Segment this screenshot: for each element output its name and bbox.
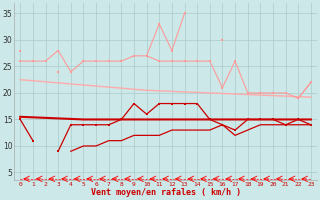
X-axis label: Vent moyen/en rafales ( km/h ): Vent moyen/en rafales ( km/h ): [91, 188, 241, 197]
